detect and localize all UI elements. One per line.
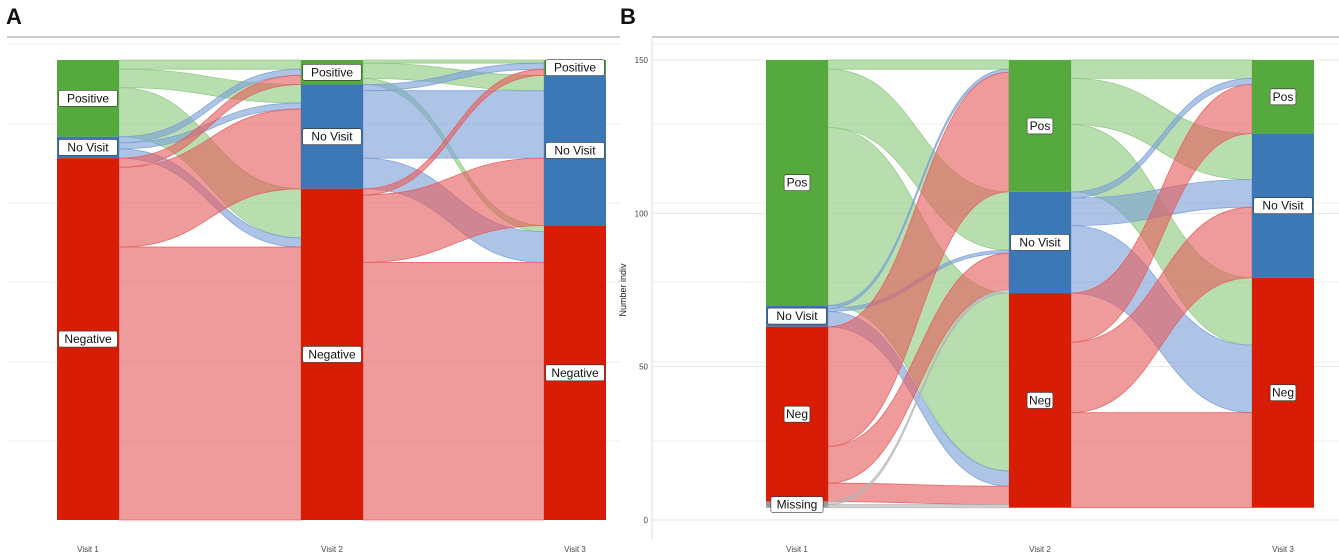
stacks: Pos No Visit Neg Missing Pos No Visit Neg Pos No…: [766, 60, 1314, 513]
stratum-label: Pos: [787, 176, 808, 190]
stratum-label-box: [545, 364, 605, 382]
stratum-label: Positive: [311, 65, 353, 79]
stratum-label: Pos: [1273, 90, 1294, 104]
x-tick-label: Visit 2: [1029, 545, 1051, 554]
stratum-label: Negative: [64, 332, 112, 346]
y-tick-label: 50: [639, 363, 648, 372]
stratum-label: No Visit: [1262, 199, 1304, 213]
stratum-label-box: [302, 128, 362, 145]
stratum-label-box: [1253, 197, 1313, 214]
stratum-label: Missing: [777, 498, 818, 512]
stratum-label-box: [1026, 117, 1054, 135]
panel-a: A Positive No Visit Negative Positive No Visi…: [6, 4, 620, 554]
stratum-label: Negative: [551, 366, 599, 380]
flows: [118, 59, 545, 521]
stratum-label: No Visit: [1019, 235, 1061, 249]
stratum-label: Positive: [67, 91, 109, 105]
stratum-label: Neg: [1029, 393, 1051, 407]
y-tick-label: 150: [635, 56, 649, 65]
stratum-label-box: [58, 139, 118, 156]
flow-missing-to-neg: [827, 504, 1010, 509]
stratum-label-box: [1269, 88, 1297, 106]
flow-pos-to-pos: [827, 59, 1010, 70]
stratum-label-box: [1026, 392, 1054, 409]
stratum-label-box: [767, 307, 827, 325]
stratum-label: No Visit: [554, 143, 596, 157]
stratum-label: Negative: [308, 347, 356, 361]
stratum-label: Neg: [1272, 386, 1294, 400]
x-tick-label: Visit 2: [321, 545, 343, 554]
flow-negative-to-negative: [118, 246, 302, 521]
stratum-label-box: [58, 330, 118, 348]
stratum-label-box: [302, 63, 362, 81]
stacks: Positive No Visit Negative Positive No Visit…: [57, 59, 606, 521]
x-tick-label: Visit 1: [77, 545, 99, 554]
flow-no-visit-to-no-visit: [362, 90, 545, 159]
panel-b: B 0 50 100 150 Number indiv Pos No Visit Neg Miss…: [618, 4, 1339, 554]
y-tick-label: 100: [635, 209, 649, 218]
stratum-label-box: [545, 59, 605, 76]
flow-pos-to-pos: [1070, 59, 1253, 79]
stratum-label-box: [783, 405, 811, 423]
stratum-label-box: [302, 346, 362, 363]
stratum-label: Pos: [1030, 119, 1051, 133]
stratum-label-box: [783, 174, 811, 191]
y-tick-label: 0: [644, 516, 649, 525]
stratum-label-box: [770, 496, 824, 513]
stratum-label-box: [1010, 234, 1070, 251]
x-tick-label: Visit 3: [564, 545, 586, 554]
x-tick-label: Visit 1: [786, 545, 808, 554]
y-axis-label: Number indiv: [618, 263, 628, 317]
stratum-label: Neg: [786, 407, 808, 421]
flow-negative-to-negative: [362, 261, 545, 521]
stratum-label-box: [1269, 384, 1297, 402]
x-tick-label: Visit 3: [1272, 545, 1294, 554]
stratum-label: Positive: [554, 61, 596, 75]
stratum-label: No Visit: [67, 140, 109, 154]
flow-positive-to-positive: [118, 59, 302, 70]
stratum-label: No Visit: [311, 130, 353, 144]
panel-letter: A: [6, 4, 22, 29]
stratum-label-box: [545, 142, 605, 159]
flow-neg-to-neg: [1070, 412, 1253, 509]
panel-letter: B: [620, 4, 636, 29]
stratum-label: No Visit: [776, 309, 818, 323]
flows: [827, 59, 1253, 509]
stratum-label-box: [58, 90, 118, 107]
flow-positive-to-positive: [362, 59, 545, 64]
